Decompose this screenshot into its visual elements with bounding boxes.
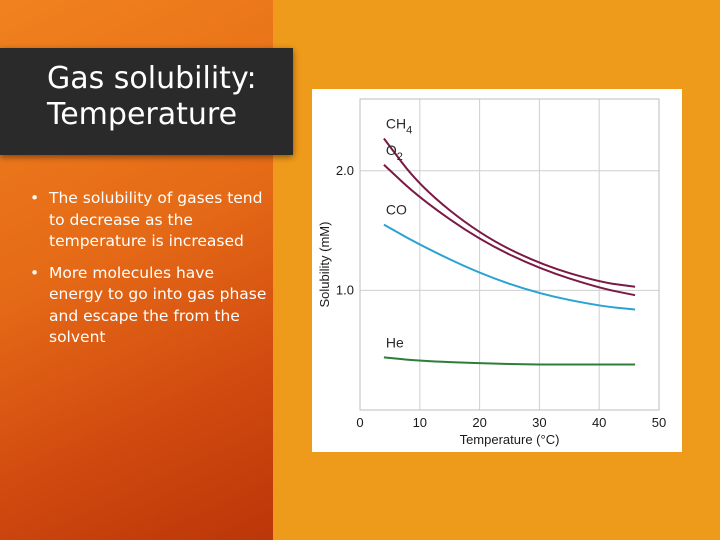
series-label-o2: O2 [386, 142, 403, 163]
x-tick-label: 10 [413, 415, 427, 430]
slide-title-line-1: Gas solubility: [47, 61, 257, 96]
series-label-he: He [386, 334, 404, 350]
y-tick-label: 1.0 [336, 282, 354, 297]
x-axis-label: Temperature (°C) [460, 432, 560, 447]
bullet-list: • The solubility of gases tend to decrea… [30, 188, 268, 359]
bullet-text: More molecules have energy to go into ga… [49, 263, 267, 347]
series-label-co: CO [386, 202, 407, 218]
y-axis-label: Solubility (mM) [317, 222, 332, 308]
bullet-item: • The solubility of gases tend to decrea… [30, 188, 268, 253]
bullet-text: The solubility of gases tend to decrease… [49, 189, 263, 250]
solubility-chart: 0 10 20 30 40 50 1.0 2.0 Temperature (°C) Solubil… [317, 98, 666, 447]
chart-card: 0 10 20 30 40 50 1.0 2.0 Temperature (°C) Solubil… [312, 89, 682, 452]
bullet-dot: • [30, 263, 40, 282]
slide-title-line-2: Temperature [47, 97, 238, 132]
x-tick-label: 40 [592, 415, 606, 430]
x-tick-label: 20 [472, 415, 486, 430]
x-tick-label: 0 [356, 415, 363, 430]
series-line-ch4 [383, 137, 636, 288]
series-line-co [383, 223, 636, 311]
slide-title: Gas solubility: Temperature [47, 61, 257, 133]
plot-frame [359, 98, 660, 411]
title-box: Gas solubility: Temperature [0, 48, 293, 155]
x-tick-label: 50 [652, 415, 666, 430]
series-line-o2 [383, 164, 636, 297]
bullet-item: • More molecules have energy to go into … [30, 263, 268, 349]
series-label-ch4: CH4 [386, 115, 412, 136]
x-tick-label: 30 [532, 415, 546, 430]
y-tick-label: 2.0 [336, 163, 354, 178]
bullet-dot: • [30, 189, 40, 207]
series-line-he [383, 356, 636, 366]
